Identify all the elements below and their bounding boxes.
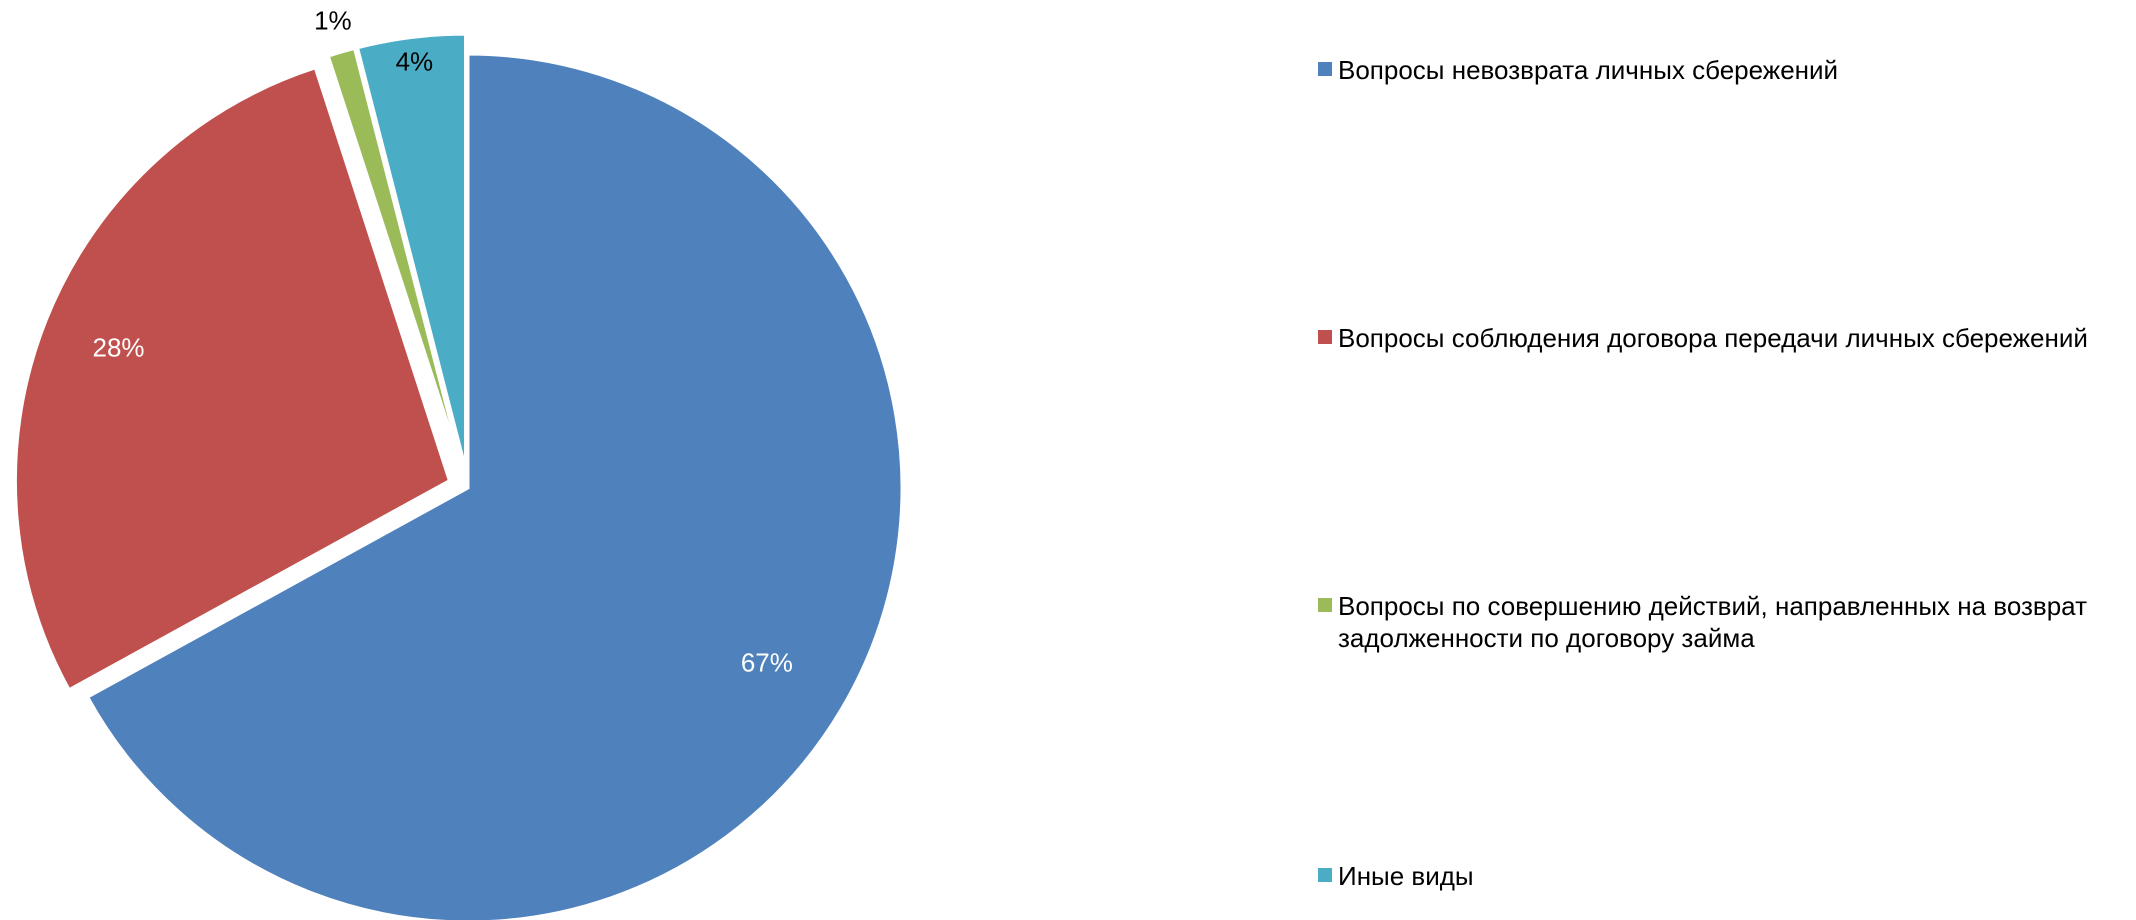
pie-slice-0 <box>85 52 904 920</box>
pie-data-label-3: 4% <box>396 46 434 76</box>
pie-data-label-2: 1% <box>314 6 352 36</box>
legend-item-3: Иные виды <box>1318 860 2128 892</box>
pie-data-label-0: 67% <box>741 648 793 678</box>
pie-chart: 67% 28% 1% 4% <box>13 6 904 920</box>
legend: Вопросы невозврата личных сбережений Воп… <box>1318 0 2128 920</box>
legend-item-0: Вопросы невозврата личных сбережений <box>1318 54 2128 86</box>
legend-swatch-3 <box>1318 868 1332 882</box>
legend-label-2: Вопросы по совершению действий, направле… <box>1338 591 2087 653</box>
legend-swatch-0 <box>1318 62 1332 76</box>
pie-data-label-1: 28% <box>92 333 144 363</box>
pie-slice-2 <box>326 46 464 470</box>
legend-item-2: Вопросы по совершению действий, направле… <box>1318 590 2128 654</box>
legend-label-3: Иные виды <box>1338 861 1474 891</box>
legend-label-1: Вопросы соблюдения договора передачи лич… <box>1338 323 2088 353</box>
legend-item-1: Вопросы соблюдения договора передачи лич… <box>1318 322 2128 354</box>
legend-swatch-2 <box>1318 598 1332 612</box>
legend-swatch-1 <box>1318 330 1332 344</box>
pie-slice-1 <box>13 65 452 692</box>
pie-slice-3 <box>355 32 467 469</box>
legend-label-0: Вопросы невозврата личных сбережений <box>1338 55 1839 85</box>
